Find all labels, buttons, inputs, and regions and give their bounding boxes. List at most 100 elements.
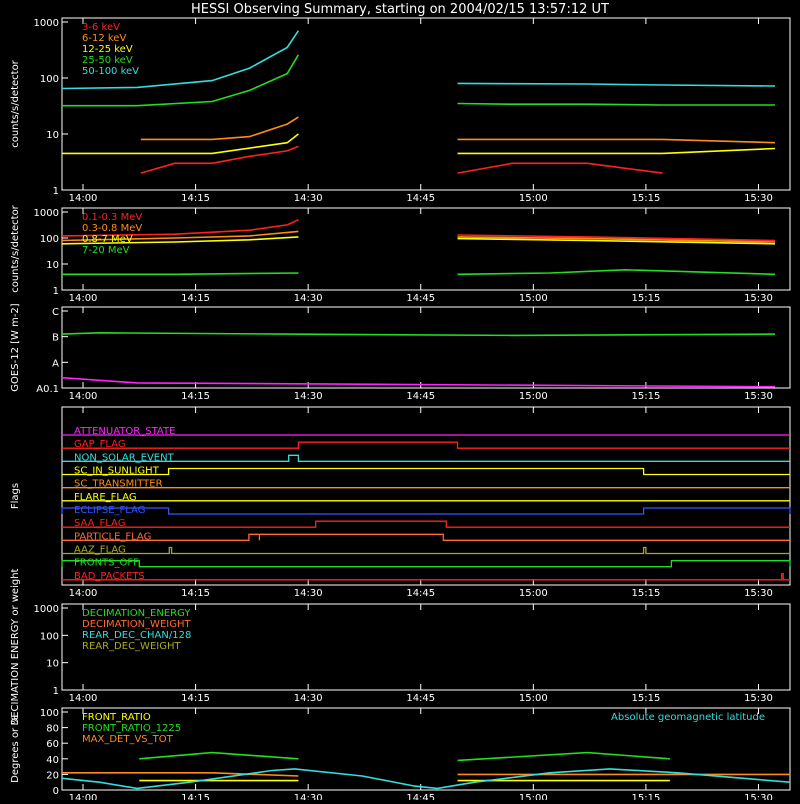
x-tick-label-panel3-6: 15:30 xyxy=(744,391,773,402)
panel1-group: 14:00 14:15 14:30 14:45 15:00 15:15 15:30 count… xyxy=(10,17,791,204)
x-tick-label-panel6-1: 14:15 xyxy=(181,793,210,800)
x-tick-label-panel2-4: 15:00 xyxy=(519,293,548,304)
flag-label-1: GAP_FLAG xyxy=(74,439,126,450)
y-tick-label-panel2-1: 10 xyxy=(46,260,59,271)
series-panel1-4-seg-1 xyxy=(457,82,776,87)
x-tick-label-panel5-5: 15:15 xyxy=(631,693,660,704)
series-panel2-3-seg-1 xyxy=(457,268,776,276)
series-panel2-2-seg-0 xyxy=(61,236,299,245)
y-tick-label-panel5-1: 10 xyxy=(46,659,59,670)
x-tick-label-panel1-3: 14:45 xyxy=(406,193,435,204)
series-panel2-0-seg-1 xyxy=(457,234,776,242)
x-tick-label-panel4-2: 14:30 xyxy=(294,588,323,599)
x-tick-label-panel4-0: 14:00 xyxy=(69,588,98,599)
flag-label-5: FLARE_FLAG xyxy=(74,492,137,503)
x-tick-label-panel2-5: 15:15 xyxy=(631,293,660,304)
y-tick-label-panel3-1: A xyxy=(52,358,59,369)
x-tick-label-panel1-6: 15:30 xyxy=(744,193,773,204)
y-tick-label-panel1-3: 1000 xyxy=(34,18,59,29)
x-tick-label-panel6-6: 15:30 xyxy=(744,793,773,800)
x-tick-label-panel1-4: 15:00 xyxy=(519,193,548,204)
panel6-frame xyxy=(61,707,791,791)
x-tick-label-panel1-1: 14:15 xyxy=(181,193,210,204)
panel3-frame xyxy=(61,306,791,389)
panel1-frame xyxy=(61,17,791,191)
y-tick-label-panel1-1: 10 xyxy=(46,130,59,141)
series-panel2-2-seg-1 xyxy=(457,237,776,245)
x-tick-label-panel4-1: 14:15 xyxy=(181,588,210,599)
y-tick-label-panel2-2: 100 xyxy=(40,234,59,245)
flag-label-9: AAZ_FLAG xyxy=(74,545,126,556)
panel5-group: 14:00 14:15 14:30 14:45 15:00 15:15 15:30 DECIM… xyxy=(10,568,791,725)
flag-line-2 xyxy=(62,454,790,462)
x-tick-label-panel1-5: 15:15 xyxy=(631,193,660,204)
panel3-group: 14:00 14:15 14:30 14:45 15:00 15:15 15:30 GOES-… xyxy=(10,303,791,402)
y-tick-label-panel1-0: 1 xyxy=(53,186,59,197)
series-panel2-1-seg-0 xyxy=(61,230,299,242)
x-tick-label-panel4-5: 15:15 xyxy=(631,588,660,599)
x-tick-label-panel5-0: 14:00 xyxy=(69,693,98,704)
y-axis-label-panel1: counts/s/detector xyxy=(10,59,21,147)
y-axis-label-panel6: Degrees or % xyxy=(10,715,21,783)
y-tick-label-panel6-3: 60 xyxy=(46,739,59,750)
legend-panel6-0: FRONT_RATIO xyxy=(82,712,151,723)
x-tick-label-panel5-4: 15:00 xyxy=(519,693,548,704)
flag-line-10 xyxy=(61,560,791,568)
flag-line-3 xyxy=(62,467,790,476)
x-tick-label-panel6-4: 15:00 xyxy=(519,793,548,800)
series-panel1-4-seg-0 xyxy=(61,30,300,90)
x-tick-label-panel6-5: 15:15 xyxy=(631,793,660,800)
flag-label-3: SC_IN_SUNLIGHT xyxy=(74,466,160,477)
y-tick-label-panel3-3: C xyxy=(52,307,59,318)
x-tick-label-panel3-4: 15:00 xyxy=(519,391,548,402)
y-tick-label-panel5-3: 1000 xyxy=(34,604,59,615)
flag-label-8: PARTICLE_FLAG xyxy=(74,531,151,542)
legend-panel2-2: 0.8-7 MeV xyxy=(82,234,133,245)
series-panel1-1-seg-1 xyxy=(457,138,776,144)
y-axis-label-panel5: DECIMATION ENERGY or weight xyxy=(10,568,21,725)
legend-panel5-2: REAR_DEC_CHAN/128 xyxy=(82,630,191,641)
flag-label-2: NON_SOLAR_EVENT xyxy=(74,452,175,463)
x-tick-label-panel1-0: 14:00 xyxy=(69,193,98,204)
flag-line-8 xyxy=(62,533,790,541)
panel2-group: 14:00 14:15 14:30 14:45 15:00 15:15 15:30 count… xyxy=(10,204,791,304)
x-tick-label-panel3-2: 14:30 xyxy=(294,391,323,402)
series-panel1-0-seg-1 xyxy=(457,162,663,174)
x-tick-label-panel4-6: 15:30 xyxy=(744,588,773,599)
y-tick-label-panel6-0: 0 xyxy=(53,786,59,797)
series-panel6-2-seg-0 xyxy=(62,771,299,777)
series-panel1-0-seg-0 xyxy=(140,145,299,174)
series-panel2-1-seg-1 xyxy=(457,236,776,243)
flag-line-6 xyxy=(61,507,791,515)
y-tick-label-panel6-4: 80 xyxy=(46,724,59,735)
legend-panel5-0: DECIMATION_ENERGY xyxy=(82,608,191,619)
y-axis-label-panel4: Flags xyxy=(10,483,21,509)
legend-panel1-0: 3-6 keV xyxy=(82,22,120,33)
y-axis-label-panel2: counts/s/detector xyxy=(10,204,21,292)
panel4-frame xyxy=(61,406,791,586)
y-tick-label-panel2-0: 1 xyxy=(53,286,59,297)
x-tick-label-panel6-2: 14:30 xyxy=(294,793,323,800)
x-tick-label-panel5-1: 14:15 xyxy=(181,693,210,704)
x-tick-label-panel4-4: 15:00 xyxy=(519,588,548,599)
series-panel1-3-seg-1 xyxy=(457,102,775,106)
x-tick-label-panel2-0: 14:00 xyxy=(69,293,98,304)
flag-label-6: ECLIPSE_FLAG xyxy=(74,505,145,516)
x-tick-label-panel6-0: 14:00 xyxy=(69,793,98,800)
y-tick-label-panel6-1: 20 xyxy=(46,770,59,781)
y-tick-label-panel6-5: 100 xyxy=(40,708,59,719)
x-tick-label-panel3-0: 14:00 xyxy=(69,391,98,402)
annotation-panel6: Absolute geomagnetic latitude xyxy=(611,712,765,723)
flag-label-0: ATTENUATOR_STATE xyxy=(74,426,175,437)
legend-panel1-3: 25-50 keV xyxy=(82,55,133,66)
x-tick-label-panel5-6: 15:30 xyxy=(744,693,773,704)
chart-title: HESSI Observing Summary, starting on 200… xyxy=(191,2,609,17)
legend-panel1-1: 6-12 keV xyxy=(82,33,126,44)
y-tick-label-panel3-0: A0.1 xyxy=(36,384,59,395)
panel2-frame xyxy=(61,207,791,291)
x-tick-label-panel2-6: 15:30 xyxy=(744,293,773,304)
flag-line-7 xyxy=(62,520,790,528)
series-panel3-1-seg-0 xyxy=(61,376,776,388)
y-tick-label-panel6-2: 40 xyxy=(46,755,59,766)
